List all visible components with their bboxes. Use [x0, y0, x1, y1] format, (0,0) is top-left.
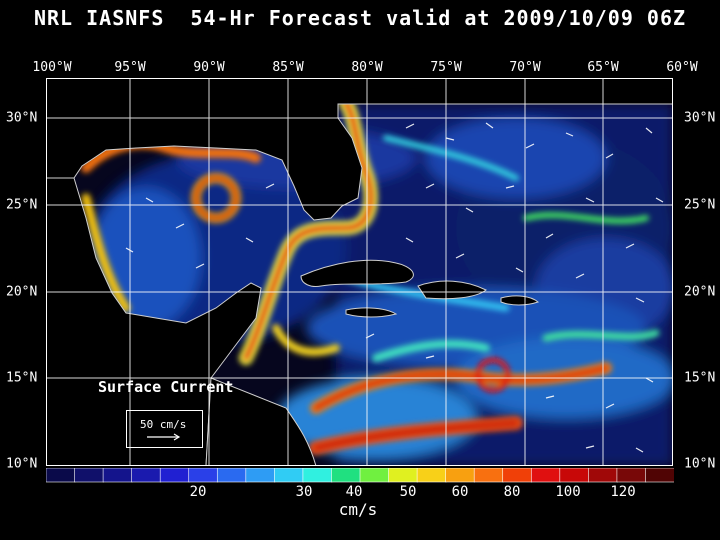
- colorbar-swatch: [102, 468, 133, 483]
- latitude-label-left: 30°N: [6, 110, 38, 126]
- longitude-label: 75°W: [430, 60, 462, 75]
- colorbar-swatch: [359, 468, 390, 483]
- colorbar-swatch: [530, 468, 561, 483]
- longitude-label: 85°W: [272, 60, 304, 75]
- colorbar-unit: cm/s: [338, 500, 378, 519]
- longitude-label: 100°W: [32, 60, 72, 75]
- colorbar-swatch: [416, 468, 447, 483]
- colorbar-swatch: [131, 468, 161, 483]
- lat-lon-grid: [46, 78, 673, 466]
- longitude-label: 70°W: [509, 60, 541, 75]
- colorbar-tick-label: 30: [295, 484, 313, 500]
- colorbar-swatch: [588, 468, 618, 483]
- colorbar-tick-label: 40: [345, 484, 363, 500]
- vector-scale-box: [126, 410, 203, 448]
- colorbar-tick-label: 60: [451, 484, 469, 500]
- latitude-label-right: 25°N: [684, 197, 716, 213]
- colorbar-swatch: [302, 468, 333, 483]
- latitude-label-left: 20°N: [6, 284, 38, 300]
- colorbar-swatch: [188, 468, 219, 483]
- latitude-label-left: 10°N: [6, 456, 38, 472]
- colorbar-swatch: [502, 468, 533, 483]
- colorbar-swatch: [445, 468, 475, 483]
- longitude-label: 95°W: [114, 60, 146, 75]
- map-title: NRL IASNFS 54-Hr Forecast valid at 2009/…: [33, 6, 687, 30]
- colorbar-tick-label: 80: [503, 484, 521, 500]
- legend-title: Surface Current: [98, 378, 234, 396]
- colorbar-swatch: [473, 468, 504, 483]
- latitude-label-left: 15°N: [6, 370, 38, 386]
- longitude-label: 65°W: [587, 60, 619, 75]
- map-frame: [46, 78, 673, 466]
- colorbar-swatch: [388, 468, 418, 483]
- colorbar-swatch: [645, 468, 674, 483]
- colorbar-swatch: [216, 468, 247, 483]
- colorbar-swatch: [74, 468, 104, 483]
- latitude-label-right: 15°N: [684, 370, 716, 386]
- latitude-label-right: 20°N: [684, 284, 716, 300]
- colorbar-swatch: [46, 468, 76, 483]
- longitude-label: 90°W: [193, 60, 225, 75]
- colorbar-tick-label: 100: [555, 484, 581, 500]
- current-vectors: [125, 122, 664, 453]
- longitude-label: 80°W: [351, 60, 383, 75]
- scale-arrow-icon: [147, 433, 181, 441]
- latitude-label-right: 30°N: [684, 110, 716, 126]
- colorbar-swatch: [616, 468, 647, 483]
- colorbar-swatch: [245, 468, 276, 483]
- colorbar-tick-label: 50: [399, 484, 417, 500]
- colorbar-swatch: [159, 468, 190, 483]
- colorbar-swatch: [331, 468, 361, 483]
- colorbar: [46, 468, 674, 483]
- vector-scale-label: 50 cm/s: [140, 418, 187, 431]
- current-speed-map: [46, 78, 673, 466]
- latitude-label-left: 25°N: [6, 197, 38, 213]
- colorbar-tick-label: 20: [189, 484, 207, 500]
- map-canvas: [46, 78, 673, 466]
- colorbar-swatch: [559, 468, 590, 483]
- latitude-label-right: 10°N: [684, 456, 716, 472]
- longitude-label: 60°W: [666, 60, 698, 75]
- colorbar-swatch: [274, 468, 304, 483]
- colorbar-tick-label: 120: [610, 484, 636, 500]
